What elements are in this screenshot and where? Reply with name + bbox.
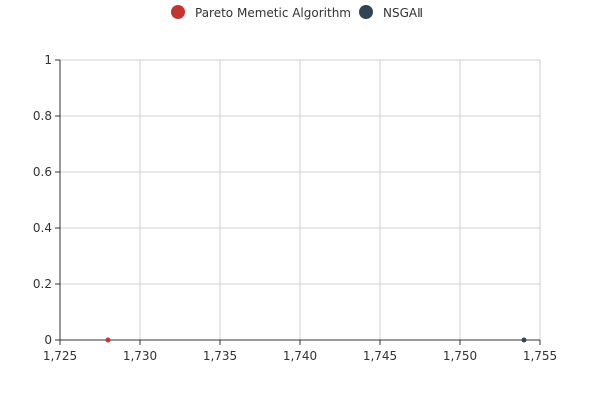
x-tick-labels: 1,725 1,730 1,735 1,740 1,745 1,750 1,755 (43, 349, 557, 363)
legend[interactable]: Pareto Memetic Algorithm NSGAⅡ (171, 5, 423, 20)
legend-marker-pareto-memetic (171, 5, 185, 19)
y-tick-label: 0.2 (33, 277, 52, 291)
legend-label-pareto-memetic: Pareto Memetic Algorithm (195, 6, 351, 20)
data-point-nsga2[interactable] (521, 337, 527, 343)
grid (59, 59, 541, 341)
legend-item-nsga2[interactable]: NSGAⅡ (359, 5, 423, 20)
x-tick-label: 1,755 (523, 349, 557, 363)
x-tick-label: 1,740 (283, 349, 317, 363)
y-tick-label: 0.6 (33, 165, 52, 179)
x-tick-label: 1,730 (123, 349, 157, 363)
x-tick-label: 1,745 (363, 349, 397, 363)
legend-item-pareto-memetic[interactable]: Pareto Memetic Algorithm (171, 5, 351, 20)
axes (55, 59, 541, 345)
legend-marker-nsga2 (359, 5, 373, 19)
y-tick-label: 0.4 (33, 221, 52, 235)
y-tick-label: 0 (44, 333, 52, 347)
y-tick-label: 0.8 (33, 109, 52, 123)
x-tick-label: 1,725 (43, 349, 77, 363)
data-point-pareto-memetic[interactable] (105, 337, 111, 343)
y-tick-labels: 0 0.2 0.4 0.6 0.8 1 (33, 53, 52, 347)
data-points (105, 337, 527, 343)
legend-label-nsga2: NSGAⅡ (383, 6, 423, 20)
x-tick-label: 1,750 (443, 349, 477, 363)
y-tick-label: 1 (44, 53, 52, 67)
x-tick-label: 1,735 (203, 349, 237, 363)
